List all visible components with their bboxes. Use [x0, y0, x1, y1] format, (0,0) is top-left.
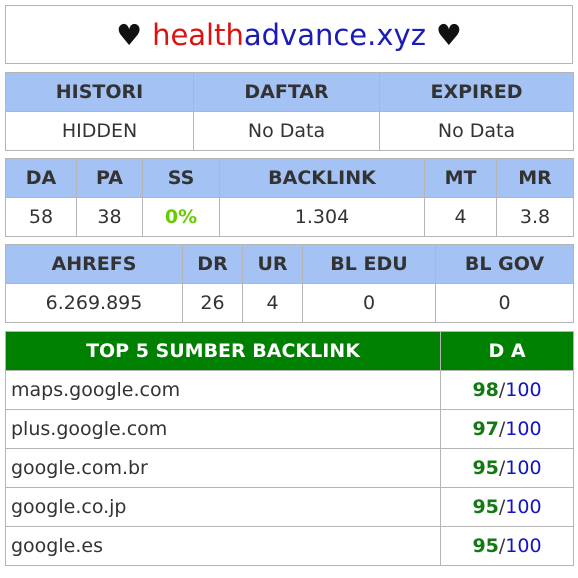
backlink-da: 97/100: [440, 409, 574, 449]
da-separator: /: [498, 535, 506, 557]
da-max: 100: [505, 379, 542, 401]
da-separator: /: [498, 418, 506, 440]
header-pa: PA: [76, 158, 143, 198]
da-score: 95: [472, 496, 499, 518]
da-max: 100: [505, 496, 542, 518]
header-expired: EXPIRED: [379, 72, 574, 112]
site-domain[interactable]: healthadvance.xyz: [152, 18, 426, 52]
value-expired: No Data: [379, 111, 574, 151]
site-title-banner: ♥ healthadvance.xyz ♥: [5, 5, 573, 64]
header-ss: SS: [142, 158, 220, 198]
value-ur: 4: [242, 283, 303, 323]
backlink-site[interactable]: google.com.br: [5, 448, 441, 488]
table-row: maps.google.com 98/100: [5, 370, 574, 410]
domain-history-table: HISTORI DAFTAR EXPIRED HIDDEN No Data No…: [5, 72, 574, 151]
moz-metrics-table: DA PA SS BACKLINK MT MR 58 38 0% 1.304 4…: [5, 158, 574, 237]
header-top-sources: TOP 5 SUMBER BACKLINK: [5, 331, 441, 371]
da-score: 97: [472, 418, 499, 440]
da-score: 98: [472, 379, 499, 401]
header-mt: MT: [424, 158, 497, 198]
backlink-site[interactable]: google.co.jp: [5, 487, 441, 527]
header-bl-edu: BL EDU: [302, 244, 436, 284]
header-backlink: BACKLINK: [219, 158, 425, 198]
header-da-score: D A: [440, 331, 574, 371]
header-dr: DR: [182, 244, 243, 284]
backlink-da: 95/100: [440, 448, 574, 488]
da-separator: /: [498, 457, 506, 479]
header-da: DA: [5, 158, 77, 198]
backlink-site[interactable]: maps.google.com: [5, 370, 441, 410]
value-histori: HIDDEN: [5, 111, 194, 151]
domain-part-advance: advance.xyz: [243, 17, 426, 52]
backlink-da: 95/100: [440, 526, 574, 566]
header-ur: UR: [242, 244, 303, 284]
value-bl-edu: 0: [302, 283, 436, 323]
da-score: 95: [472, 457, 499, 479]
table-row: google.es 95/100: [5, 526, 574, 566]
heart-icon-right: ♥: [435, 17, 462, 52]
domain-part-health: health: [152, 17, 244, 52]
value-ss: 0%: [142, 197, 220, 237]
header-daftar: DAFTAR: [193, 72, 380, 112]
backlink-site[interactable]: google.es: [5, 526, 441, 566]
backlink-site[interactable]: plus.google.com: [5, 409, 441, 449]
value-da: 58: [5, 197, 77, 237]
table-row: google.co.jp 95/100: [5, 487, 574, 527]
value-mr: 3.8: [496, 197, 574, 237]
da-separator: /: [498, 496, 506, 518]
header-histori: HISTORI: [5, 72, 194, 112]
header-bl-gov: BL GOV: [435, 244, 574, 284]
header-ahrefs: AHREFS: [5, 244, 183, 284]
backlink-da: 98/100: [440, 370, 574, 410]
ahrefs-metrics-table: AHREFS DR UR BL EDU BL GOV 6.269.895 26 …: [5, 244, 574, 323]
top-backlink-sources-table: TOP 5 SUMBER BACKLINK D A maps.google.co…: [5, 331, 574, 566]
da-max: 100: [505, 418, 542, 440]
table-row: google.com.br 95/100: [5, 448, 574, 488]
value-mt: 4: [424, 197, 497, 237]
table-row: plus.google.com 97/100: [5, 409, 574, 449]
value-ahrefs: 6.269.895: [5, 283, 183, 323]
da-separator: /: [498, 379, 506, 401]
value-pa: 38: [76, 197, 143, 237]
backlink-da: 95/100: [440, 487, 574, 527]
value-bl-gov: 0: [435, 283, 574, 323]
heart-icon-left: ♥: [116, 17, 143, 52]
value-dr: 26: [182, 283, 243, 323]
da-max: 100: [505, 535, 542, 557]
value-backlink: 1.304: [219, 197, 425, 237]
header-mr: MR: [496, 158, 574, 198]
da-score: 95: [472, 535, 499, 557]
value-daftar: No Data: [193, 111, 380, 151]
da-max: 100: [505, 457, 542, 479]
